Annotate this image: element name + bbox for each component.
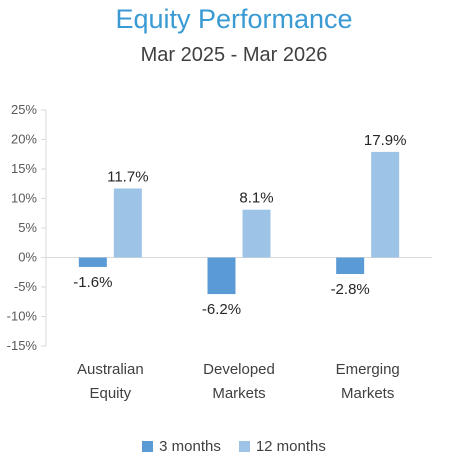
bar	[78, 257, 107, 267]
y-tick-label: -10%	[7, 309, 38, 324]
data-label: 11.7%	[107, 168, 148, 185]
category-label: Equity	[89, 385, 131, 402]
bar	[371, 151, 400, 258]
category-label: Markets	[341, 385, 394, 402]
chart-title: Equity Performance	[115, 4, 353, 34]
bar	[242, 209, 271, 258]
y-tick-label: 20%	[11, 132, 37, 147]
legend-swatch-12-months	[238, 441, 250, 452]
y-tick-label: 15%	[11, 161, 37, 176]
data-label: 8.1%	[239, 190, 273, 207]
data-label: -6.2%	[202, 301, 241, 318]
legend-swatch-3-months	[142, 441, 154, 452]
category-label: Developed	[203, 361, 275, 378]
data-label: 17.9%	[364, 132, 407, 149]
y-tick-label: 5%	[18, 220, 37, 235]
legend-label-12-months: 12 months	[255, 438, 326, 455]
bar	[336, 257, 365, 275]
y-tick-label: 25%	[11, 102, 37, 117]
bar	[207, 257, 236, 295]
y-tick-label: 0%	[18, 250, 37, 265]
legend-item-3-months: 3 months	[142, 438, 221, 455]
legend-label-3-months: 3 months	[159, 438, 221, 455]
y-tick-label: -5%	[14, 279, 38, 294]
chart-subtitle: Mar 2025 - Mar 2026	[140, 44, 328, 66]
data-label: -1.6%	[73, 274, 112, 291]
category-label: Emerging	[336, 361, 400, 378]
category-label: Australian	[77, 361, 144, 378]
data-label: -2.8%	[331, 281, 370, 298]
legend-item-12-months: 12 months	[238, 438, 326, 455]
bar	[113, 188, 142, 258]
y-tick-label: -15%	[7, 338, 38, 353]
category-label: Markets	[212, 385, 265, 402]
legend: 3 months 12 months	[0, 438, 468, 455]
y-tick-label: 10%	[11, 191, 37, 206]
